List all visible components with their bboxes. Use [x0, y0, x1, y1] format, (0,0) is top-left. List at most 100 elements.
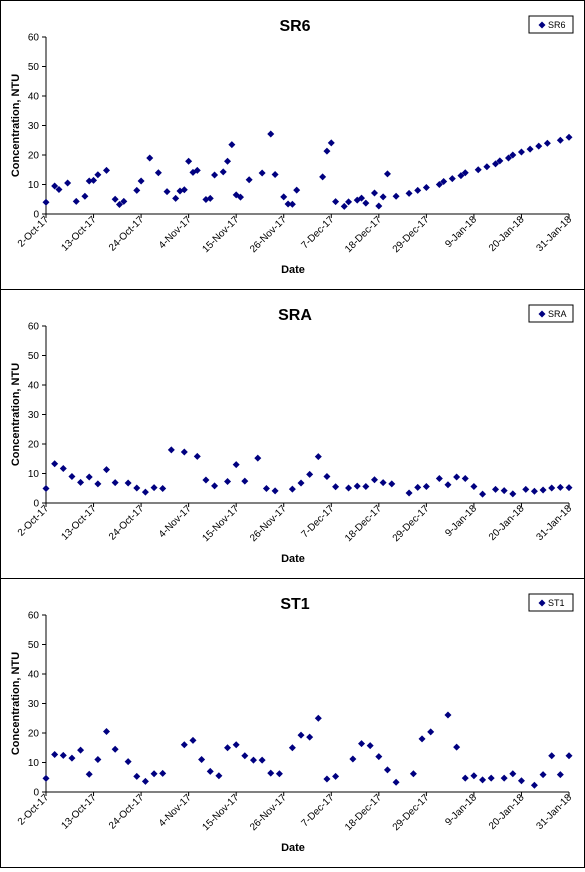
data-point: [85, 473, 93, 481]
legend: SRA: [528, 304, 574, 323]
legend-label: SR6: [548, 20, 566, 30]
data-point: [370, 476, 378, 484]
legend: SR6: [528, 15, 574, 34]
data-point: [556, 136, 564, 144]
x-tick-label: 15-Nov-17: [201, 503, 242, 544]
data-point: [543, 139, 551, 147]
data-point: [150, 484, 158, 492]
data-point: [358, 194, 366, 202]
data-point: [539, 771, 547, 779]
data-point: [405, 189, 413, 197]
y-tick-label: 0: [33, 210, 39, 221]
data-point: [319, 173, 327, 181]
x-tick-label: 29-Dec-17: [391, 503, 432, 544]
x-tick-label: 18-Dec-17: [343, 792, 384, 833]
data-point: [59, 464, 67, 472]
data-point: [159, 769, 167, 777]
data-point: [500, 487, 508, 495]
series-st1: [42, 711, 573, 789]
y-tick-label: 60: [28, 611, 40, 622]
data-point: [474, 166, 482, 174]
data-point: [556, 483, 564, 491]
data-point: [94, 480, 102, 488]
data-point: [137, 177, 145, 185]
data-point: [362, 482, 370, 490]
data-point: [224, 477, 232, 485]
data-point: [323, 147, 331, 155]
legend-marker: [538, 310, 546, 318]
data-point: [440, 178, 448, 186]
data-point: [444, 481, 452, 489]
data-point: [358, 740, 366, 748]
data-point: [461, 475, 469, 483]
data-point: [241, 752, 249, 760]
data-point: [245, 176, 253, 184]
data-point: [379, 479, 387, 487]
data-point: [42, 485, 50, 493]
legend-box: [528, 15, 574, 34]
data-point: [435, 181, 443, 188]
data-point: [427, 728, 435, 736]
x-tick-label: 4-Nov-17: [157, 503, 194, 540]
data-point: [141, 777, 149, 785]
data-point: [535, 142, 543, 150]
y-tick-label: 60: [28, 33, 40, 44]
data-point: [90, 176, 98, 184]
data-point: [262, 485, 270, 493]
series-sra: [42, 446, 573, 498]
data-point: [198, 756, 206, 764]
data-point: [51, 182, 59, 190]
data-point: [133, 772, 141, 780]
data-point: [306, 470, 314, 478]
x-axis-label: Date: [281, 842, 305, 854]
legend-label: ST1: [548, 598, 565, 608]
data-point: [258, 169, 266, 177]
data-point: [42, 774, 50, 782]
data-point: [64, 179, 72, 187]
data-point: [193, 166, 201, 174]
x-tick-label: 24-Oct-17: [107, 214, 147, 254]
x-tick-label: 7-Dec-17: [300, 503, 337, 540]
data-point: [72, 197, 80, 205]
data-point: [124, 479, 132, 487]
data-point: [500, 774, 508, 782]
data-point: [271, 487, 279, 495]
data-point: [332, 483, 340, 491]
data-point: [280, 193, 288, 201]
y-tick-label: 10: [28, 180, 40, 191]
data-point: [414, 483, 422, 491]
y-tick-label: 30: [28, 121, 40, 132]
data-point: [94, 171, 102, 179]
legend-marker: [538, 599, 546, 607]
data-point: [548, 484, 556, 492]
data-point: [77, 478, 85, 486]
x-tick-label: 7-Dec-17: [300, 792, 337, 829]
data-point: [504, 154, 512, 162]
data-point: [461, 774, 469, 782]
data-point: [51, 751, 59, 759]
data-point: [288, 200, 296, 208]
y-tick-label: 10: [28, 758, 40, 769]
y-tick-label: 20: [28, 729, 40, 740]
data-point: [133, 484, 141, 492]
data-point: [284, 200, 292, 208]
data-point: [517, 777, 525, 785]
data-point: [530, 781, 538, 789]
data-point: [180, 741, 188, 749]
x-tick-label: 15-Nov-17: [201, 214, 242, 255]
data-point: [526, 145, 534, 153]
data-point: [565, 133, 573, 141]
legend: ST1: [528, 593, 574, 612]
data-point: [487, 774, 495, 782]
x-tick-label: 4-Nov-17: [157, 792, 194, 829]
data-point: [492, 160, 500, 168]
data-point: [366, 742, 374, 750]
data-point: [211, 482, 219, 490]
data-point: [115, 201, 123, 209]
data-point: [150, 770, 158, 778]
data-point: [448, 175, 456, 183]
data-point: [193, 452, 201, 460]
data-point: [202, 476, 210, 484]
